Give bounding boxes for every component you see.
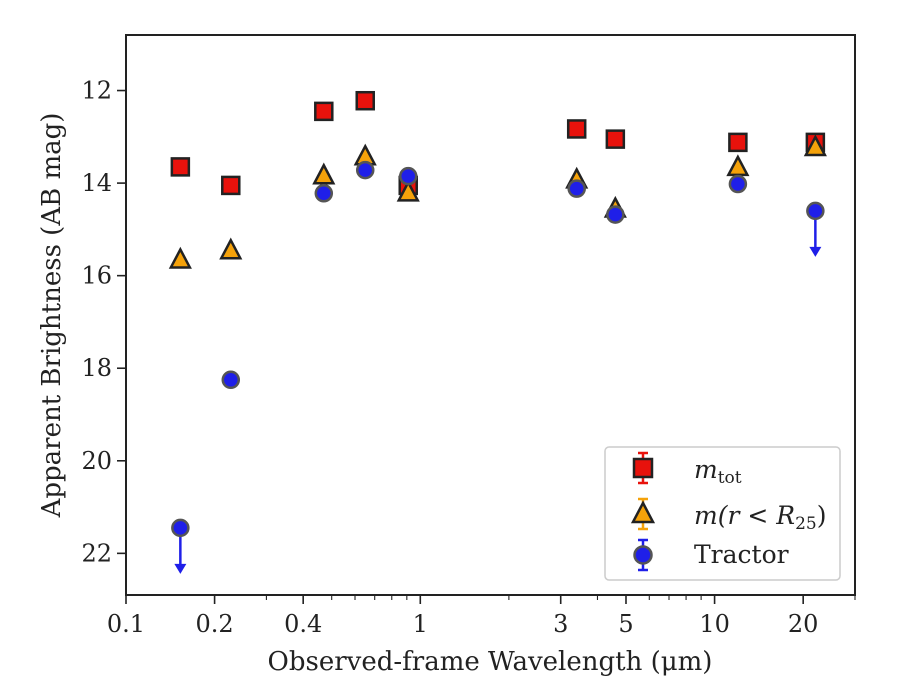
series-tractor xyxy=(171,160,825,574)
y-axis-label: Apparent Brightness (AB mag) xyxy=(37,113,67,519)
x-ticks: 0.1 0.2 0.4 1 3 5 10 20 xyxy=(107,595,819,638)
x-tick-label: 20 xyxy=(788,610,819,638)
legend-mtot-label: mtot xyxy=(694,455,742,488)
y-tick-label: 14 xyxy=(81,169,112,197)
tractor-point xyxy=(567,179,586,198)
y-tick-label: 20 xyxy=(81,447,112,475)
tractor-point xyxy=(806,201,825,221)
mtot-point xyxy=(221,175,241,196)
x-tick-label: 0.4 xyxy=(284,610,322,638)
legend-mr25-label: m(r < R25) xyxy=(694,501,827,534)
mtot-point xyxy=(566,119,587,139)
tractor-point xyxy=(606,205,625,224)
m_r25-point xyxy=(219,237,243,260)
tractor-point xyxy=(221,370,241,390)
legend-mtot-marker xyxy=(632,457,654,479)
x-tick-label: 0.1 xyxy=(107,610,145,638)
legend-entry-m-r25: m(r < R25) xyxy=(630,497,827,534)
legend-entry-tractor: Tractor xyxy=(633,538,789,572)
x-tick-label: 10 xyxy=(699,610,730,638)
legend-tractor-marker xyxy=(633,545,653,565)
y-ticks: 12 14 16 18 20 22 xyxy=(81,77,126,567)
y-tick-label: 12 xyxy=(81,77,112,105)
legend-tractor-label: Tractor xyxy=(694,540,789,569)
y-tick-label: 16 xyxy=(81,262,112,290)
series-m_r25 xyxy=(168,134,827,269)
tractor-point xyxy=(314,184,334,203)
legend-frame xyxy=(604,446,841,581)
legend-entry-mtot: mtot xyxy=(632,451,742,488)
tractor-upper-limit-arrowhead xyxy=(809,246,822,257)
mtot-point xyxy=(728,132,748,153)
x-tick-label: 3 xyxy=(553,610,568,638)
m_r25-point xyxy=(312,162,336,185)
tractor-upper-limit-arrowhead xyxy=(174,563,187,574)
x-tick-label: 0.2 xyxy=(196,610,234,638)
m_r25-point xyxy=(168,246,192,269)
legend: mtot m(r < R25) Tractor xyxy=(604,446,841,581)
tractor-point xyxy=(355,160,375,180)
y-tick-label: 18 xyxy=(81,354,112,382)
x-tick-label: 1 xyxy=(413,610,428,638)
m_r25-point xyxy=(396,179,420,202)
tractor-point xyxy=(728,174,748,194)
x-tick-label: 5 xyxy=(618,610,633,638)
legend-mr25-marker xyxy=(630,500,656,524)
mtot-point xyxy=(170,157,191,177)
m_r25-point xyxy=(803,134,827,157)
mtot-point xyxy=(605,129,626,149)
m_r25-point xyxy=(726,154,750,177)
plot-frame xyxy=(125,34,856,596)
series-mtot xyxy=(170,90,826,196)
mtot-point xyxy=(355,90,375,111)
y-tick-label: 22 xyxy=(81,539,112,567)
tractor-point xyxy=(171,518,190,538)
data-marks xyxy=(168,90,827,574)
mtot-point xyxy=(314,101,334,122)
tractor-point xyxy=(398,166,418,186)
x-axis-label: Observed-frame Wavelength (μm) xyxy=(268,647,713,677)
